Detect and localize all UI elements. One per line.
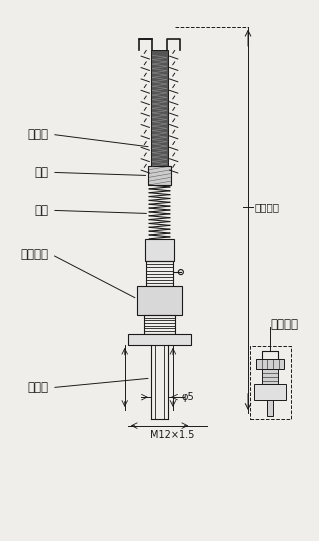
Bar (145, 239, 174, 261)
Text: 连接螺栓: 连接螺栓 (270, 318, 298, 331)
Text: φ5: φ5 (182, 392, 194, 402)
Bar (137, 286, 182, 315)
Text: 保护管: 保护管 (28, 381, 49, 394)
Text: 弹簧: 弹簧 (35, 204, 49, 217)
Bar (254, 385, 286, 400)
Text: 卡套: 卡套 (35, 166, 49, 179)
Bar (151, 50, 168, 166)
Bar (250, 346, 291, 419)
Text: 热电偶: 热电偶 (28, 128, 49, 141)
Text: 锁紧卡套: 锁紧卡套 (21, 248, 49, 261)
Text: 卡套螺钉: 卡套螺钉 (254, 202, 279, 212)
Bar (128, 334, 191, 345)
Bar (148, 166, 171, 185)
Bar (267, 400, 273, 416)
Bar (262, 368, 278, 385)
Text: M12×1.5: M12×1.5 (150, 430, 194, 440)
Bar (256, 359, 285, 368)
Bar (146, 261, 173, 286)
Bar (144, 315, 175, 334)
